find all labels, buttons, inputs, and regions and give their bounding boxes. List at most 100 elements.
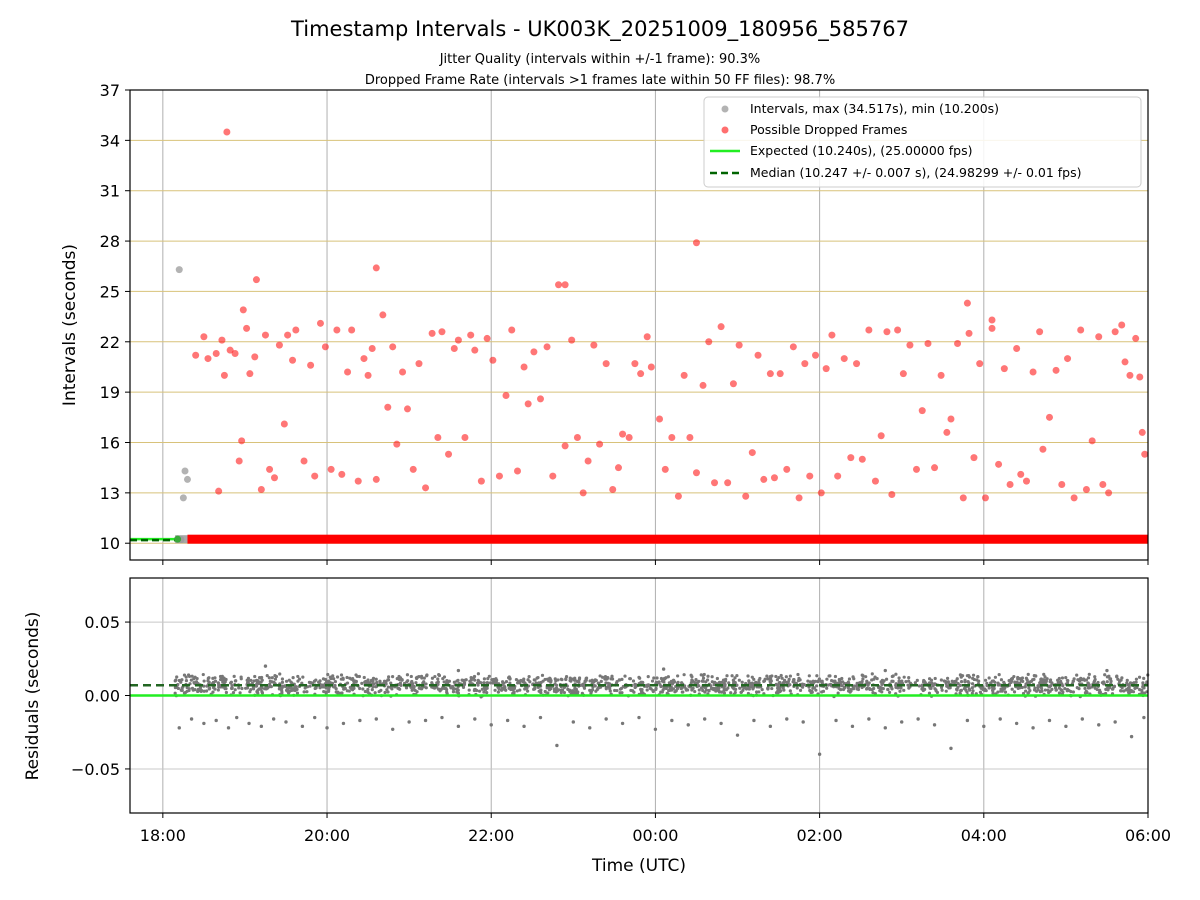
dropped-frame-point: [817, 489, 825, 497]
dropped-frame-point: [619, 430, 627, 438]
residual-point: [559, 677, 563, 681]
residual-point: [710, 675, 714, 679]
residual-point: [913, 681, 917, 685]
residual-point: [424, 682, 428, 686]
residual-point: [424, 686, 428, 690]
residual-point: [609, 677, 613, 681]
residual-point: [1086, 681, 1090, 685]
residual-point: [970, 686, 974, 690]
residual-point: [1042, 672, 1046, 676]
dropped-frame-point: [399, 368, 407, 376]
dropped-frame-point: [483, 334, 491, 342]
residual-point: [710, 680, 714, 684]
residual-point: [1020, 676, 1025, 680]
residual-point: [915, 678, 919, 683]
dropped-frame-point: [445, 450, 453, 458]
dropped-frame-point: [596, 440, 604, 448]
dropped-frame-point: [959, 494, 967, 502]
dropped-frame-point: [200, 333, 208, 341]
residual-point: [441, 676, 445, 681]
dropped-frame-point: [251, 353, 259, 361]
dropped-frame-point: [543, 343, 551, 351]
dropped-frame-point: [238, 437, 246, 445]
residual-point: [820, 690, 824, 694]
residual-point: [923, 680, 927, 685]
dropped-frame-point: [937, 371, 945, 379]
legend-label-dropped: Possible Dropped Frames: [750, 122, 907, 137]
residual-point: [464, 678, 468, 682]
residual-point: [846, 686, 850, 690]
residual-point: [902, 675, 906, 679]
y-tick-label: −0.05: [71, 760, 120, 779]
residual-point: [331, 674, 335, 678]
residual-point: [680, 690, 684, 694]
dropped-frame-point: [766, 370, 774, 378]
residual-outlier-point: [189, 717, 194, 721]
dropped-frame-point: [1000, 365, 1008, 373]
residual-point: [237, 686, 241, 690]
residual-point: [313, 686, 317, 691]
residual-point: [599, 679, 603, 683]
residual-point: [897, 679, 901, 683]
residual-point: [179, 680, 183, 684]
residual-outlier-point: [1097, 723, 1101, 727]
residual-point: [944, 681, 948, 686]
legend-marker-dropped: [721, 126, 729, 134]
dropped-frame-point: [643, 333, 651, 341]
residual-point: [933, 676, 937, 681]
residual-point: [1103, 673, 1107, 677]
chart-subtitle-jitter: Jitter Quality (intervals within +/-1 fr…: [439, 52, 761, 67]
residual-point: [361, 687, 365, 691]
residual-point: [321, 685, 325, 689]
residual-point: [757, 678, 761, 682]
residual-point: [699, 686, 704, 690]
dropped-frame-point: [235, 457, 243, 465]
residual-point: [1018, 677, 1022, 681]
residual-point: [971, 689, 975, 693]
residual-point: [543, 677, 547, 682]
residual-point: [189, 678, 193, 682]
residual-point: [658, 683, 662, 687]
residual-point: [701, 676, 706, 680]
residual-point: [324, 686, 328, 690]
residual-outlier-point: [259, 724, 264, 729]
residual-point: [672, 679, 676, 683]
x-tick-label: 06:00: [1125, 826, 1171, 845]
residual-point: [1067, 688, 1071, 693]
dropped-frame-point: [981, 494, 989, 502]
residual-point: [366, 687, 370, 692]
residual-point: [588, 679, 592, 683]
residual-outlier-point: [1047, 718, 1052, 723]
residual-point: [833, 679, 837, 683]
residual-point: [1032, 677, 1036, 681]
residual-point: [568, 676, 572, 680]
dropped-frame-point: [789, 343, 797, 351]
residual-point: [951, 680, 955, 684]
dropped-frame-point: [899, 370, 907, 378]
y-tick-label: 37: [100, 81, 120, 100]
residual-point: [518, 688, 522, 692]
residual-outlier-point: [785, 717, 789, 721]
residual-point: [377, 689, 381, 694]
residual-point: [467, 688, 471, 692]
residual-point: [363, 689, 367, 694]
residual-point: [632, 690, 636, 694]
residual-point: [539, 688, 543, 692]
residual-point: [1063, 687, 1067, 691]
residual-point: [959, 680, 964, 684]
dropped-frame-point: [1052, 366, 1060, 374]
dropped-frame-point: [705, 338, 713, 346]
residual-point: [196, 689, 200, 694]
residual-point: [296, 674, 300, 679]
residual-outlier-point: [661, 667, 666, 671]
residual-point: [1098, 688, 1102, 692]
residual-point: [768, 675, 772, 679]
residual-point: [1065, 678, 1070, 683]
residual-point: [1012, 690, 1017, 694]
dropped-frame-point: [372, 264, 380, 272]
residual-point: [211, 680, 216, 684]
residual-outlier-point: [620, 721, 625, 726]
residual-point: [273, 677, 278, 681]
residual-point: [1048, 689, 1052, 693]
